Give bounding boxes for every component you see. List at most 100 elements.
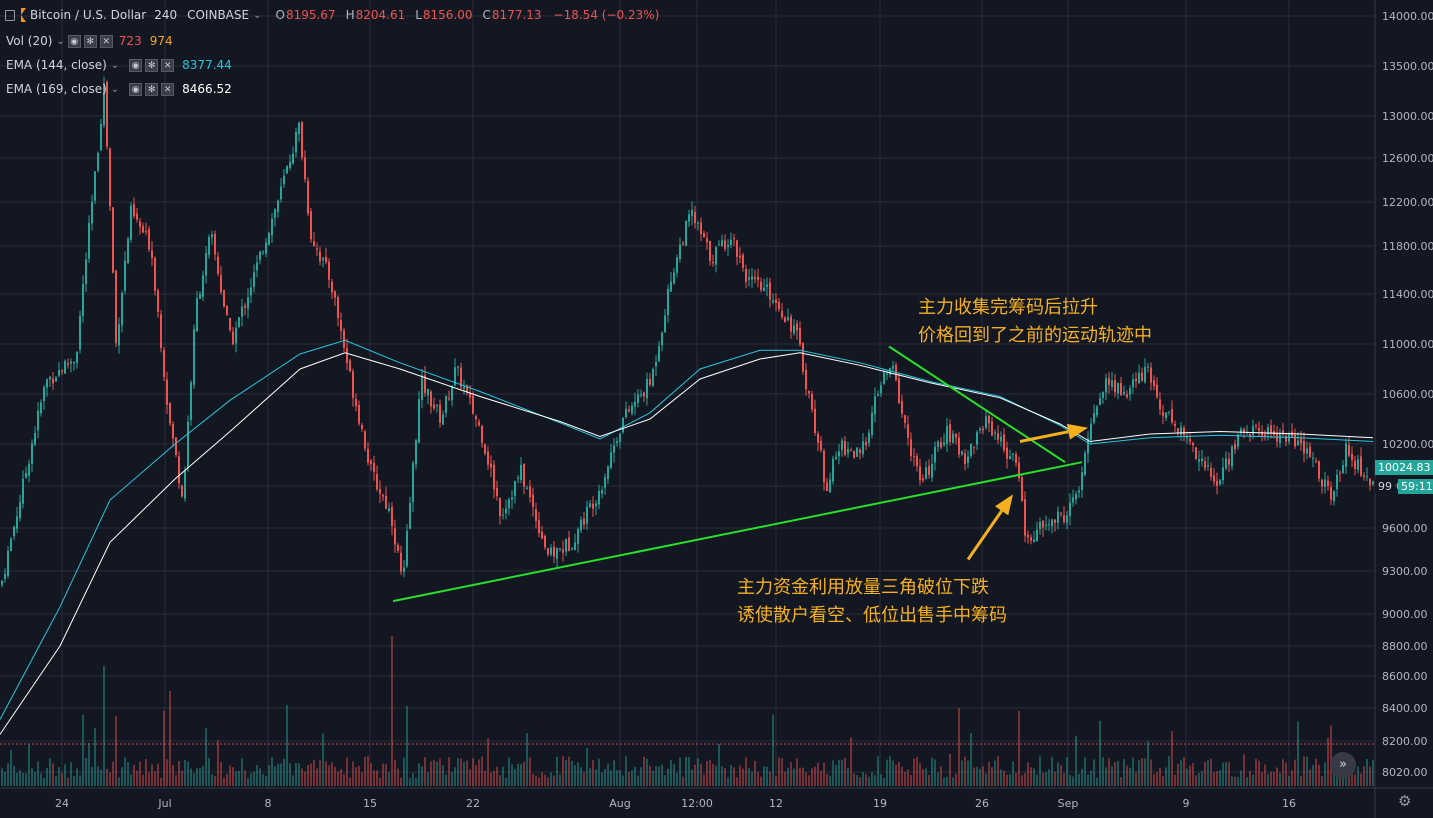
volume-bar (1129, 767, 1131, 786)
volume-bar (616, 770, 618, 786)
volume-bar (118, 777, 120, 786)
candle-body (250, 287, 252, 296)
volume-bar (43, 777, 45, 786)
exchange[interactable]: COINBASE (187, 8, 250, 22)
candle-body (544, 536, 546, 548)
candle-body (40, 402, 42, 414)
eye-icon[interactable]: ◉ (129, 82, 143, 96)
candle-body (658, 346, 660, 362)
candle-body (778, 301, 780, 310)
candle-body (1318, 461, 1320, 479)
candle-body (388, 508, 390, 512)
close-icon[interactable]: ✕ (99, 34, 113, 48)
volume-bar (247, 777, 249, 786)
candle-body (1051, 519, 1053, 527)
volume-bar (280, 763, 282, 786)
interval[interactable]: 240 (154, 8, 178, 22)
volume-bar (1306, 756, 1308, 786)
chevron-down-icon[interactable]: ⌄ (56, 35, 65, 47)
indicator-name[interactable]: EMA (169, close) (6, 82, 107, 96)
candle-body (1186, 436, 1188, 438)
candle-body (859, 449, 861, 454)
gear-icon[interactable]: ✻ (145, 58, 159, 72)
indicator-ema144[interactable]: EMA (144, close) ⌄ ◉ ✻ ✕ 8377.44 (6, 58, 232, 72)
candle-body (496, 488, 498, 497)
volume-bar (949, 753, 951, 786)
volume-bar (589, 768, 591, 786)
volume-bar (1015, 773, 1017, 786)
volume-bar (1276, 767, 1278, 786)
volume-bar (124, 757, 126, 786)
eye-icon[interactable]: ◉ (129, 58, 143, 72)
volume-bar (1186, 768, 1188, 786)
y-tick-label: 13500.00 (1382, 60, 1433, 73)
candle-body (1195, 447, 1197, 459)
candle-body (7, 550, 9, 577)
volume-bar (916, 757, 918, 786)
volume-bar (988, 761, 990, 786)
volume-bar (415, 777, 417, 786)
candle-body (1234, 444, 1236, 450)
volume-bar (37, 761, 39, 786)
candle-body (178, 456, 180, 484)
candle-body (916, 456, 918, 467)
volume-bar (1072, 776, 1074, 786)
candle-body (1135, 378, 1137, 382)
candle-body (79, 315, 81, 350)
close-value: 8177.13 (491, 8, 542, 22)
close-icon[interactable]: ✕ (161, 58, 175, 72)
candle-body (430, 391, 432, 407)
collapse-icon[interactable] (5, 9, 15, 21)
volume-bar (712, 763, 714, 786)
volume-bar (40, 773, 42, 786)
volume-bar (583, 772, 585, 786)
candle-body (1081, 472, 1083, 490)
volume-bar (1096, 777, 1098, 786)
indicator-vol[interactable]: Vol (20) ⌄ ◉ ✻ ✕ 723 974 (6, 34, 173, 48)
candle-body (358, 404, 360, 424)
low-value: 8156.00 (422, 8, 473, 22)
volume-bar (649, 765, 651, 786)
volume-bar (754, 760, 756, 786)
chevron-down-icon[interactable]: ⌄ (110, 59, 120, 71)
indicator-name[interactable]: EMA (144, close) (6, 58, 107, 72)
candle-body (685, 220, 687, 246)
volume-bar (1177, 763, 1179, 786)
volume-bar (370, 763, 372, 786)
symbol-name[interactable]: Bitcoin / U.S. Dollar (30, 8, 147, 22)
candle-body (1225, 458, 1227, 469)
candle-body (610, 452, 612, 469)
candle-body (889, 367, 891, 375)
annotation-arrows (966, 423, 1088, 561)
candle-body (1108, 378, 1110, 385)
x-tick-label: 26 (975, 797, 989, 810)
y-tick-label: 8600.00 (1382, 670, 1428, 683)
volume-bar (1234, 776, 1236, 786)
volume-bar (709, 759, 711, 786)
candle-body (1240, 428, 1242, 434)
volume-bar (310, 763, 312, 786)
candle-body (667, 288, 669, 315)
volume-bar (1012, 761, 1014, 786)
volume-bar (658, 766, 660, 786)
double-chevron-down-icon[interactable]: » (1330, 752, 1356, 778)
chevron-down-icon[interactable]: ⌄ (253, 9, 262, 21)
candle-body (103, 83, 105, 126)
gear-icon[interactable]: ✻ (145, 82, 159, 96)
indicator-name[interactable]: Vol (20) (6, 34, 53, 48)
chevron-down-icon[interactable]: ⌄ (110, 83, 120, 95)
volume-bar (76, 768, 78, 786)
gear-icon[interactable]: ✻ (83, 34, 97, 48)
gear-icon[interactable]: ⚙ (1398, 792, 1412, 810)
eye-icon[interactable]: ◉ (67, 34, 81, 48)
candle-body (1036, 529, 1038, 542)
candle-body (1024, 499, 1026, 536)
indicator-ema169[interactable]: EMA (169, close) ⌄ ◉ ✻ ✕ 8466.52 (6, 82, 232, 96)
candle-body (1249, 433, 1251, 437)
candle-body (673, 272, 675, 284)
close-icon[interactable]: ✕ (161, 82, 175, 96)
candle-body (46, 379, 48, 388)
y-tick-label: 14000.00 (1382, 10, 1433, 23)
volume-bar (319, 760, 321, 786)
